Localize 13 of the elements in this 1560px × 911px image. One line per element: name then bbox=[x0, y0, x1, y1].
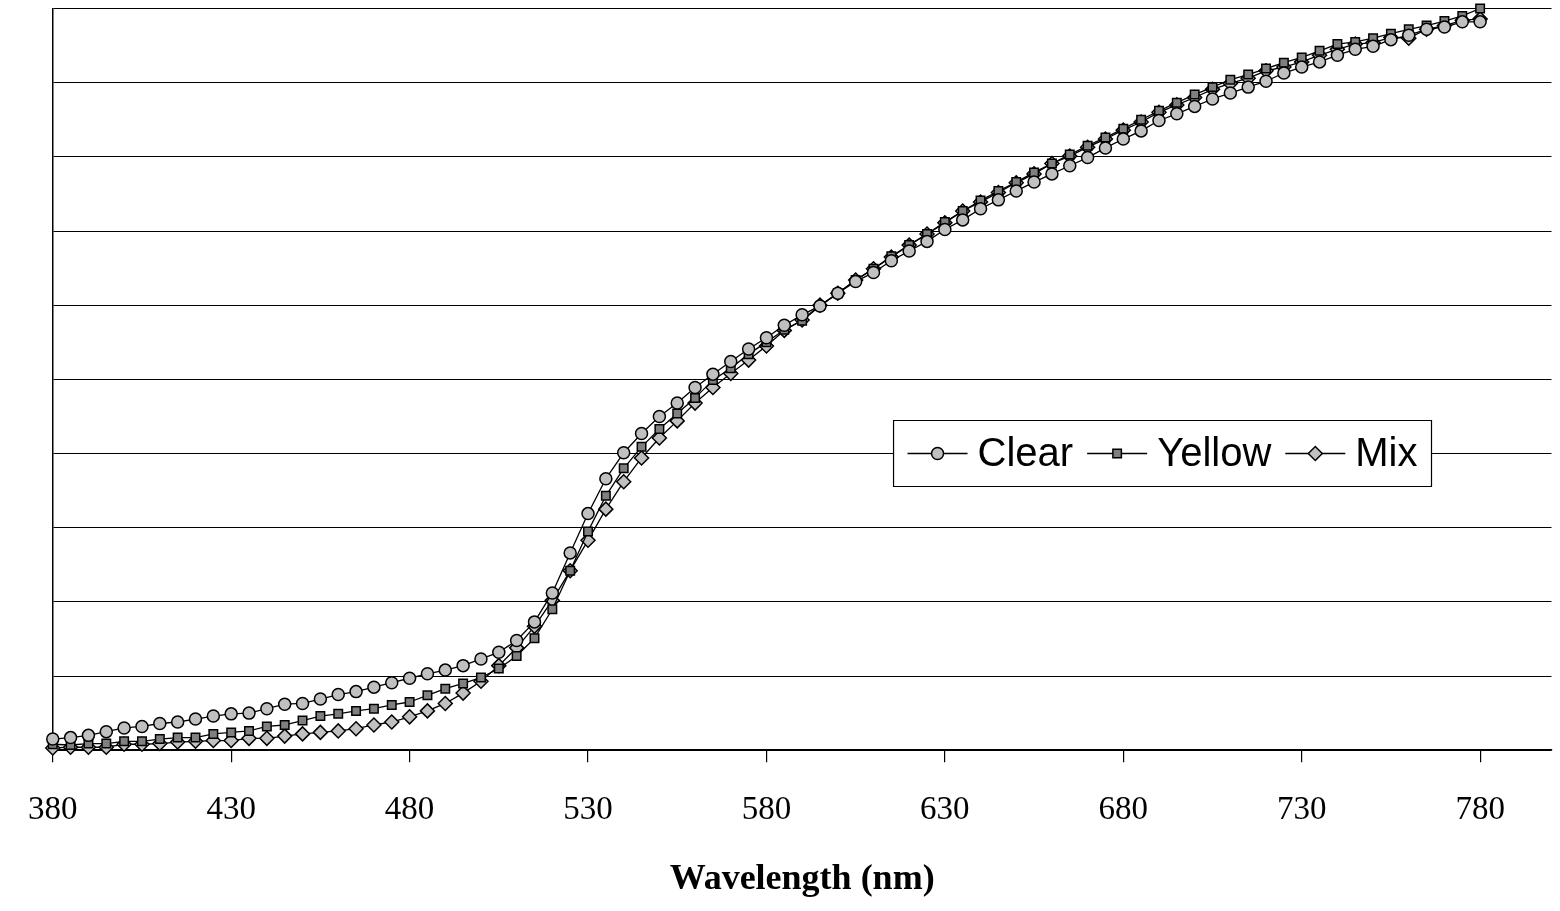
x-tick-label: 480 bbox=[384, 789, 435, 826]
x-tick-label: 530 bbox=[563, 789, 613, 826]
legend-label: Mix bbox=[1355, 429, 1418, 474]
x-tick-label: 430 bbox=[206, 789, 256, 826]
x-tick-label: 780 bbox=[1455, 789, 1505, 826]
x-axis-title: Wavelength (nm) bbox=[669, 856, 935, 897]
x-tick-label: 380 bbox=[28, 789, 78, 826]
x-tick-label: 630 bbox=[920, 789, 970, 826]
x-tick-label: 730 bbox=[1276, 789, 1327, 826]
x-tick-label: 580 bbox=[741, 789, 792, 826]
legend-label: Clear bbox=[977, 429, 1074, 474]
x-tick-label: 680 bbox=[1098, 789, 1149, 826]
legend-label: Yellow bbox=[1157, 429, 1272, 474]
